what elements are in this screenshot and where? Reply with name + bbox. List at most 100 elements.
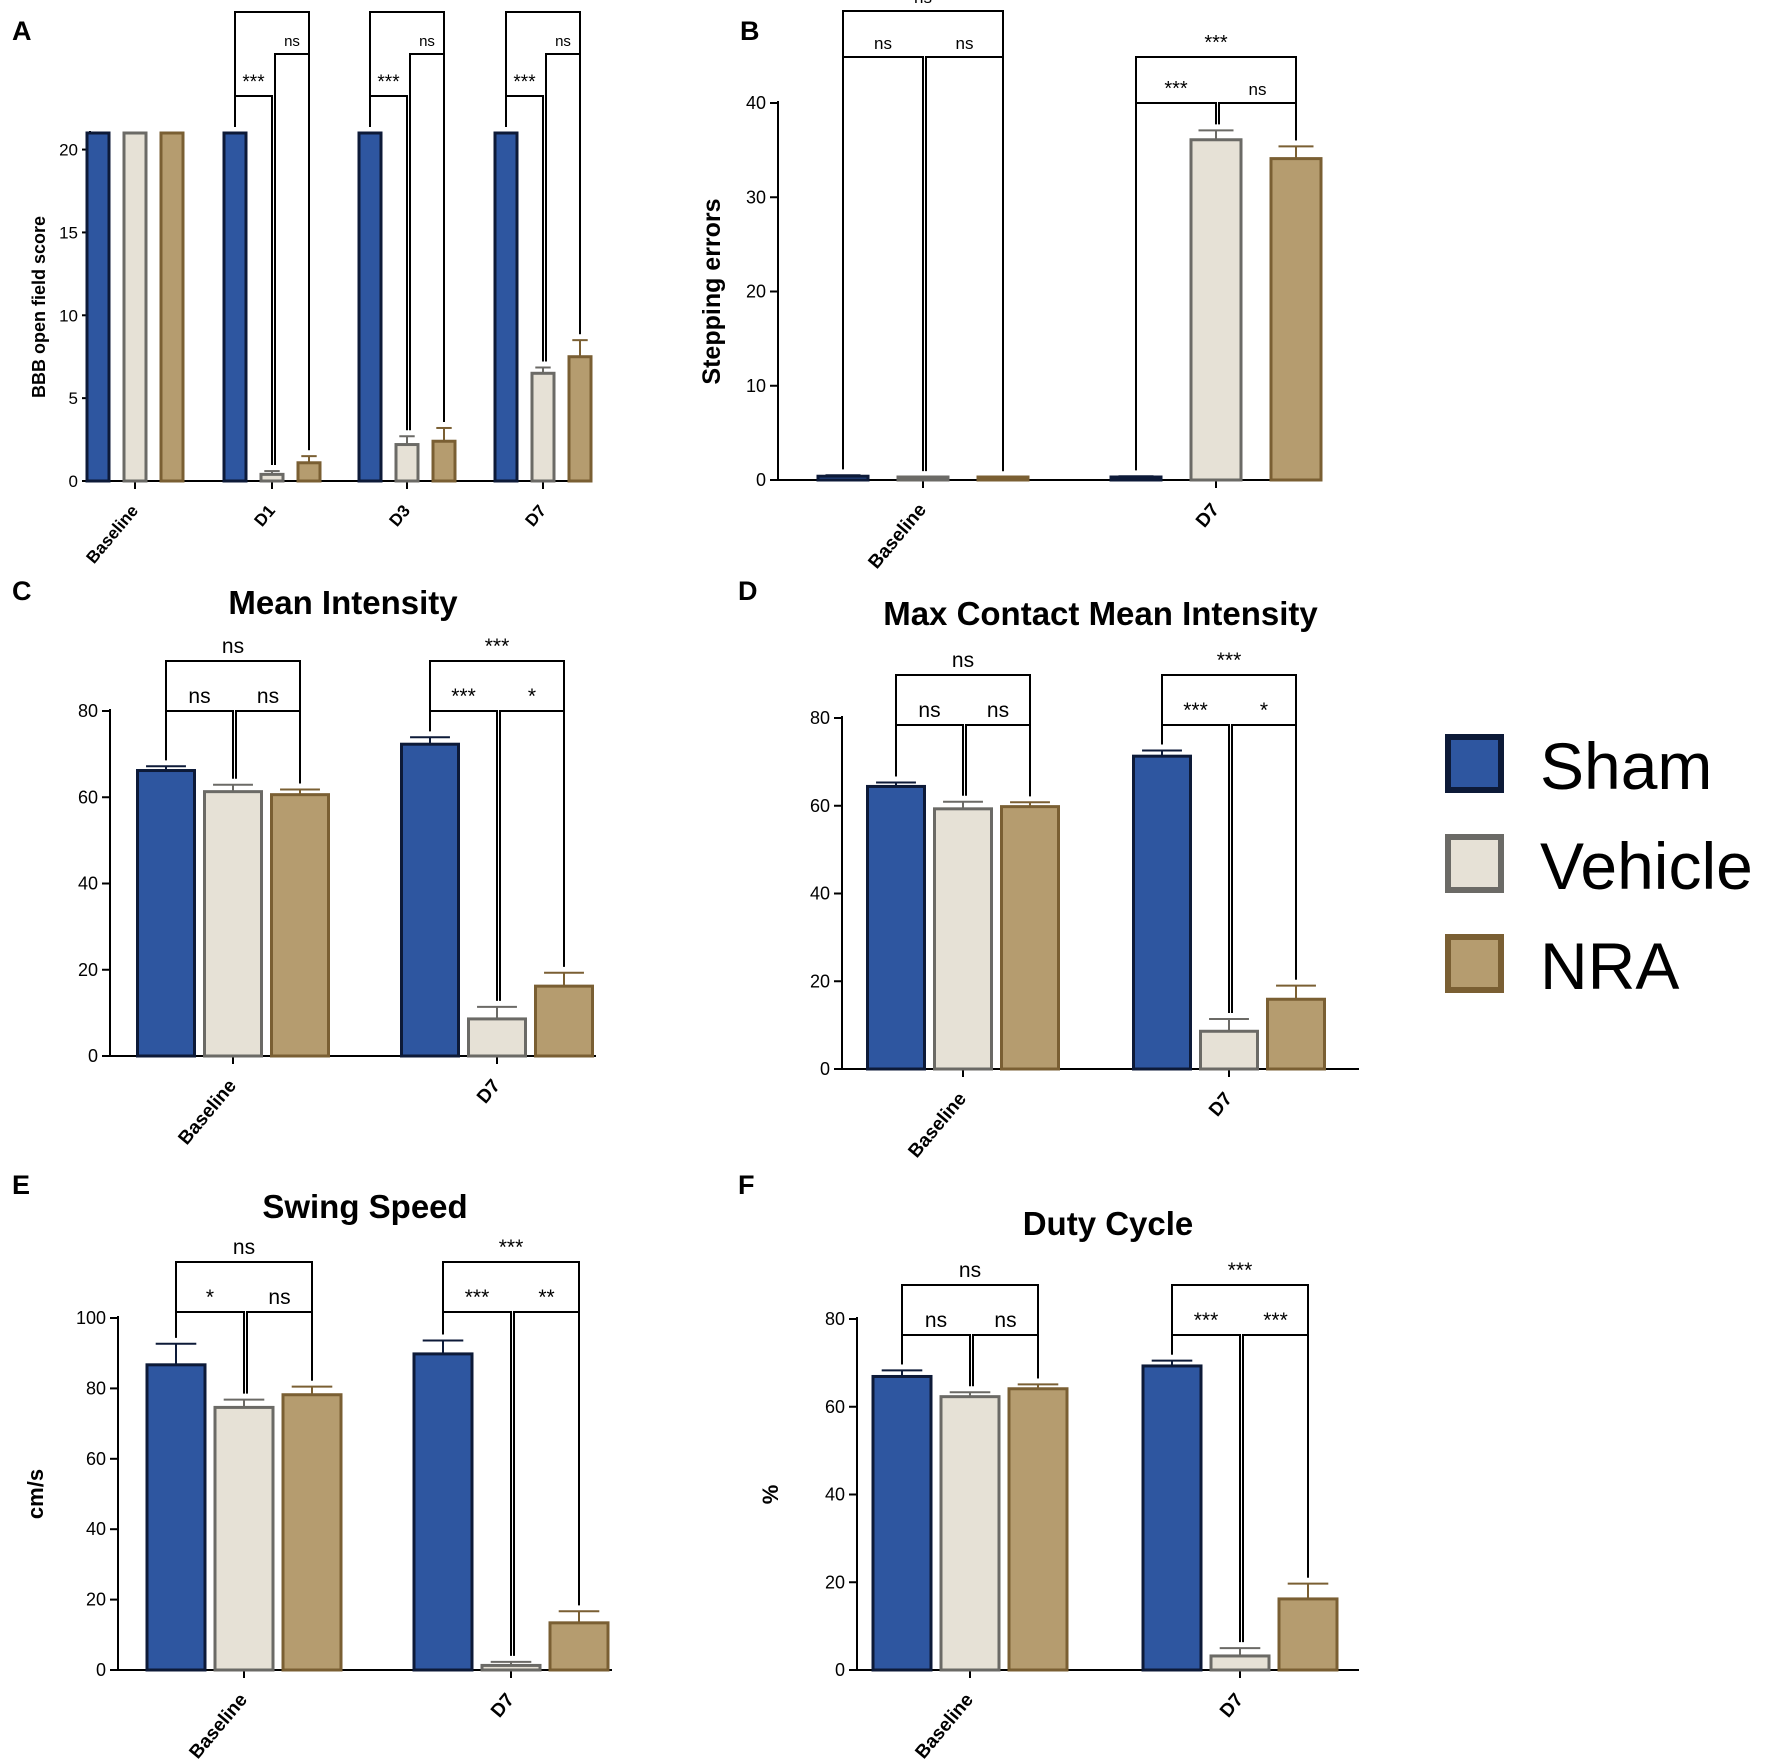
- significance-bracket: [274, 53, 310, 466]
- y-axis-label: %: [758, 1485, 783, 1505]
- bar-vehicle-baseline: [122, 131, 148, 483]
- bar-vehicle-d7: [480, 1663, 542, 1672]
- bar-nra-baseline: [270, 793, 330, 1058]
- significance-bracket: [895, 674, 1031, 797]
- panel-letter: F: [738, 1170, 755, 1200]
- bar-vehicle-d7: [467, 1017, 527, 1058]
- significance-label: ns: [419, 33, 435, 50]
- significance-label: *: [1260, 699, 1268, 722]
- bar-vehicle-d1: [259, 472, 285, 483]
- x-category-label: D1: [251, 501, 280, 530]
- bar-vehicle-d3: [394, 443, 420, 483]
- bar-nra-baseline: [1000, 805, 1060, 1071]
- significance-label: ***: [451, 685, 476, 708]
- bar-sham-baseline: [145, 1363, 207, 1672]
- chart-panel-b: B Stepping errors 0 10 20 30 40 Baseline D7 ns ns n…: [698, 0, 1323, 573]
- significance-label: ns: [987, 699, 1009, 722]
- bar-vehicle-d7: [1189, 138, 1243, 482]
- significance-bracket: [429, 660, 565, 967]
- significance-label: ***: [1194, 1309, 1219, 1332]
- legend-label-vehicle: Vehicle: [1540, 829, 1753, 903]
- bar-sham-baseline: [816, 474, 870, 482]
- legend-swatch-nra: [1445, 934, 1504, 993]
- significance-bracket: [1135, 56, 1297, 471]
- bar-nra-d7: [1277, 1597, 1339, 1672]
- significance-label: ***: [1164, 78, 1188, 100]
- significance-bracket: [234, 11, 310, 451]
- x-category-label: D7: [473, 1076, 505, 1108]
- bar-nra-d7: [1266, 997, 1326, 1071]
- significance-label: ***: [1183, 699, 1208, 722]
- bar-sham-baseline: [136, 769, 196, 1058]
- significance-label: ns: [222, 635, 244, 658]
- panel-letter: E: [12, 1170, 30, 1200]
- significance-bracket: [505, 11, 581, 335]
- significance-label: ***: [465, 1286, 490, 1309]
- significance-bracket: [442, 1261, 580, 1606]
- bar-sham-d3: [357, 131, 383, 483]
- y-tick-label: 60: [78, 787, 98, 807]
- significance-bracket: [499, 710, 565, 1001]
- y-tick-label: 0: [88, 1046, 98, 1066]
- y-tick-label: 20: [86, 1590, 106, 1610]
- y-tick-label: 20: [810, 971, 830, 991]
- bar-nra-d7: [567, 355, 593, 483]
- significance-bracket: [513, 1311, 580, 1656]
- x-category-label: D7: [522, 501, 551, 530]
- significance-label: ns: [918, 699, 940, 722]
- bar-nra-baseline: [281, 1393, 343, 1672]
- x-category-label: Baseline: [83, 501, 143, 567]
- y-tick-label: 15: [59, 223, 78, 242]
- bar-nra-baseline: [1007, 1387, 1069, 1672]
- y-tick-label: 80: [810, 708, 830, 728]
- significance-bracket: [1171, 1284, 1309, 1578]
- chart-title: Swing Speed: [262, 1188, 467, 1225]
- significance-label: ns: [257, 685, 279, 708]
- significance-bracket: [901, 1284, 1039, 1379]
- bar-vehicle-d7: [530, 371, 556, 483]
- significance-bracket: [842, 56, 924, 472]
- chart-panel-e: E Swing Speed cm/s 0 20 40 60 80 100 Baseline D7 * n…: [12, 1170, 612, 1761]
- bar-vehicle-baseline: [203, 790, 263, 1058]
- bar-sham-baseline: [866, 784, 926, 1071]
- y-axis-label: Stepping errors: [698, 198, 726, 384]
- x-category-label: D7: [487, 1690, 519, 1722]
- y-tick-label: 60: [86, 1449, 106, 1469]
- y-tick-label: 10: [59, 306, 78, 325]
- significance-label: ns: [914, 0, 932, 7]
- significance-bracket: [965, 724, 1031, 797]
- significance-bracket: [1218, 102, 1297, 141]
- bar-vehicle-baseline: [933, 807, 993, 1071]
- chart-title: Duty Cycle: [1023, 1205, 1194, 1242]
- bar-sham-d7: [1109, 475, 1163, 482]
- y-tick-label: 40: [825, 1485, 845, 1505]
- bar-nra-d7: [548, 1621, 610, 1672]
- significance-label: ns: [925, 1309, 947, 1332]
- significance-label: ns: [994, 1309, 1016, 1332]
- panel-letter: A: [12, 16, 32, 46]
- significance-label: ns: [268, 1286, 290, 1309]
- significance-bracket: [246, 1311, 313, 1394]
- y-tick-label: 0: [756, 470, 766, 490]
- y-tick-label: 40: [746, 93, 766, 113]
- bar-sham-d1: [222, 131, 248, 483]
- significance-bracket: [842, 10, 1004, 472]
- y-tick-label: 80: [78, 701, 98, 721]
- y-tick-label: 20: [746, 282, 766, 302]
- significance-bracket: [1161, 674, 1297, 980]
- y-tick-label: 100: [76, 1308, 106, 1328]
- significance-label: ns: [1249, 80, 1267, 99]
- x-category-label: D7: [1205, 1089, 1237, 1121]
- chart-panel-d: D Max Contact Mean Intensity 0 20 40 60 80 Base…: [738, 576, 1359, 1162]
- chart-title: Mean Intensity: [228, 584, 458, 621]
- significance-bracket: [409, 53, 445, 431]
- x-category-label: Baseline: [905, 1089, 971, 1162]
- significance-label: ***: [261, 0, 284, 9]
- y-tick-label: 20: [59, 141, 78, 160]
- bar-nra-d7: [1269, 157, 1323, 482]
- bar-vehicle-baseline: [939, 1395, 1001, 1672]
- bar-sham-d7: [400, 742, 460, 1058]
- x-category-label: Baseline: [186, 1690, 252, 1761]
- x-category-label: Baseline: [865, 500, 931, 573]
